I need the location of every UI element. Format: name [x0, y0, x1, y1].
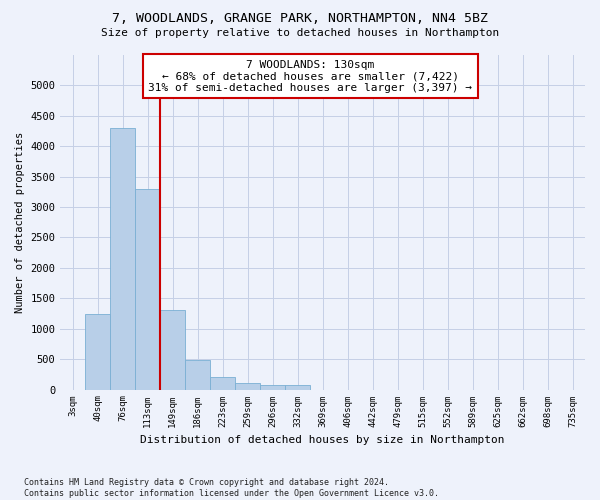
Bar [285, 385, 310, 390]
Bar [185, 360, 210, 390]
Bar [85, 314, 110, 390]
Bar [235, 384, 260, 390]
Text: Size of property relative to detached houses in Northampton: Size of property relative to detached ho… [101, 28, 499, 38]
Y-axis label: Number of detached properties: Number of detached properties [15, 132, 25, 313]
Bar [110, 128, 136, 390]
Bar [260, 385, 285, 390]
X-axis label: Distribution of detached houses by size in Northampton: Distribution of detached houses by size … [140, 435, 505, 445]
Bar [136, 189, 160, 390]
Bar [210, 378, 235, 390]
Text: Contains HM Land Registry data © Crown copyright and database right 2024.
Contai: Contains HM Land Registry data © Crown c… [24, 478, 439, 498]
Text: 7, WOODLANDS, GRANGE PARK, NORTHAMPTON, NN4 5BZ: 7, WOODLANDS, GRANGE PARK, NORTHAMPTON, … [112, 12, 488, 26]
Bar [160, 310, 185, 390]
Text: 7 WOODLANDS: 130sqm
← 68% of detached houses are smaller (7,422)
31% of semi-det: 7 WOODLANDS: 130sqm ← 68% of detached ho… [148, 60, 472, 93]
